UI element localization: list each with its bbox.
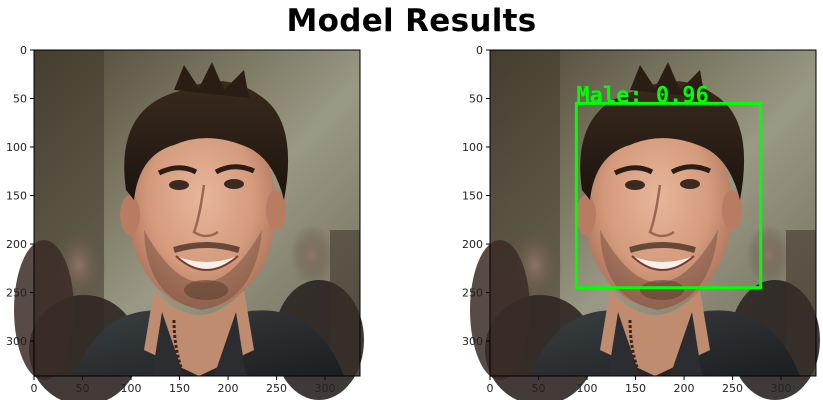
right-axes-frame <box>489 49 817 377</box>
right-x-tick-label: 200 <box>674 382 695 395</box>
left-ticks: 0 50 100 150 200 250 300 0 50 100 150 200 250 300 <box>6 44 336 395</box>
right-x-tick-label: 300 <box>771 382 792 395</box>
right-y-tick-label: 0 <box>476 44 483 57</box>
right-y-tick-label: 200 <box>462 238 483 251</box>
right-x-tick-label: 150 <box>625 382 646 395</box>
right-x-tick-label: 50 <box>532 382 546 395</box>
left-y-tick-label: 100 <box>6 141 27 154</box>
left-x-tick-label: 0 <box>31 382 38 395</box>
right-plot: Male: 0.96 0 50 100 150 200 250 300 0 50 100 150 20… <box>462 44 820 400</box>
left-y-tick-label: 150 <box>6 190 27 203</box>
left-x-tick-label: 50 <box>76 382 90 395</box>
right-ticks: 0 50 100 150 200 250 300 0 50 100 150 200 250 300 <box>462 44 792 395</box>
left-x-tick-label: 200 <box>218 382 239 395</box>
right-y-tick-label: 150 <box>462 190 483 203</box>
figure-title: Model Results <box>286 3 537 39</box>
right-y-tick-label: 300 <box>462 335 483 348</box>
right-x-tick-label: 250 <box>722 382 743 395</box>
right-y-tick-label: 50 <box>469 93 483 106</box>
left-axes-frame <box>33 49 361 377</box>
left-y-tick-label: 300 <box>6 335 27 348</box>
right-x-tick-label: 100 <box>577 382 598 395</box>
left-y-tick-label: 200 <box>6 238 27 251</box>
left-x-tick-label: 150 <box>169 382 190 395</box>
detection-box <box>574 101 763 290</box>
left-x-tick-label: 300 <box>315 382 336 395</box>
left-x-tick-label: 100 <box>121 382 142 395</box>
detection-label: Male: 0.96 <box>576 83 708 108</box>
left-x-tick-label: 250 <box>266 382 287 395</box>
right-x-tick-label: 0 <box>487 382 494 395</box>
right-y-tick-label: 250 <box>462 287 483 300</box>
left-photo <box>14 50 364 400</box>
left-plot: 0 50 100 150 200 250 300 0 50 100 150 200 250 300 <box>6 44 364 400</box>
left-y-tick-label: 250 <box>6 287 27 300</box>
left-y-tick-label: 0 <box>20 44 27 57</box>
left-y-tick-label: 50 <box>13 93 27 106</box>
right-y-tick-label: 100 <box>462 141 483 154</box>
